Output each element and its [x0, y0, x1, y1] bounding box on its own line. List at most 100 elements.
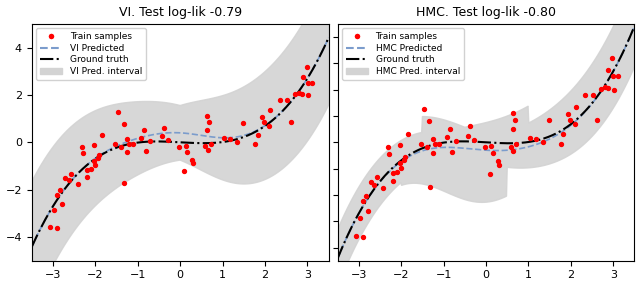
- Train samples: [603, 86, 613, 91]
- Train samples: [388, 170, 398, 175]
- Train samples: [173, 145, 184, 149]
- Train samples: [588, 93, 598, 98]
- Train samples: [89, 143, 99, 147]
- Ground truth: [431, 143, 438, 146]
- Train samples: [307, 81, 317, 85]
- Train samples: [403, 132, 413, 137]
- Train samples: [399, 154, 410, 159]
- Train samples: [297, 92, 307, 96]
- Ground truth: [630, 24, 638, 28]
- Train samples: [202, 114, 212, 119]
- Train samples: [118, 121, 129, 126]
- VI Predicted: [324, 36, 332, 39]
- HMC Predicted: [431, 146, 438, 150]
- Ground truth: [369, 188, 377, 192]
- Train samples: [127, 141, 138, 146]
- Train samples: [484, 172, 495, 176]
- Train samples: [188, 161, 198, 165]
- Ground truth: [324, 36, 332, 39]
- Train samples: [607, 56, 618, 61]
- Train samples: [289, 92, 300, 97]
- Train samples: [415, 142, 426, 147]
- Train samples: [238, 120, 248, 125]
- Line: VI Predicted: VI Predicted: [32, 38, 328, 247]
- Train samples: [538, 140, 548, 144]
- Train samples: [257, 115, 268, 120]
- Train samples: [109, 142, 120, 146]
- Train samples: [563, 112, 573, 117]
- Train samples: [116, 144, 126, 149]
- VI Predicted: [214, 136, 222, 139]
- Train samples: [187, 157, 197, 162]
- Ground truth: [244, 134, 252, 137]
- Train samples: [139, 128, 149, 132]
- VI Predicted: [242, 133, 250, 136]
- Train samples: [351, 234, 361, 239]
- Ground truth: [451, 140, 459, 143]
- Train samples: [395, 143, 405, 148]
- Title: HMC. Test log-lik -0.80: HMC. Test log-lik -0.80: [416, 5, 556, 19]
- Train samples: [93, 153, 104, 157]
- Train samples: [259, 120, 269, 124]
- Train samples: [118, 180, 129, 185]
- Train samples: [383, 145, 394, 150]
- Train samples: [358, 198, 368, 203]
- Train samples: [159, 126, 169, 130]
- Train samples: [493, 163, 504, 168]
- Ground truth: [242, 134, 250, 138]
- Train samples: [250, 141, 260, 146]
- Train samples: [57, 202, 67, 206]
- Train samples: [358, 235, 368, 239]
- Train samples: [580, 93, 591, 98]
- Train samples: [90, 163, 100, 167]
- Title: VI. Test log-lik -0.79: VI. Test log-lik -0.79: [118, 5, 242, 19]
- Train samples: [445, 127, 455, 131]
- Train samples: [124, 142, 134, 146]
- Train samples: [232, 140, 242, 144]
- Train samples: [200, 144, 211, 148]
- Train samples: [525, 135, 535, 140]
- Train samples: [113, 110, 124, 114]
- Train samples: [544, 118, 554, 123]
- Train samples: [396, 165, 406, 170]
- Train samples: [202, 128, 212, 132]
- Legend: Train samples, VI Predicted, Ground truth, VI Pred. interval: Train samples, VI Predicted, Ground trut…: [36, 28, 146, 80]
- Train samples: [286, 120, 296, 124]
- VI Predicted: [244, 132, 252, 136]
- Line: HMC Predicted: HMC Predicted: [338, 26, 634, 259]
- Ground truth: [334, 257, 342, 260]
- Train samples: [378, 186, 388, 191]
- Ground truth: [125, 142, 132, 146]
- Train samples: [264, 123, 275, 128]
- Train samples: [564, 118, 575, 122]
- Train samples: [365, 179, 376, 184]
- VI Predicted: [63, 184, 71, 187]
- Train samples: [363, 208, 373, 213]
- Ground truth: [28, 245, 36, 249]
- Train samples: [82, 167, 92, 172]
- VI Predicted: [125, 140, 132, 143]
- Ground truth: [63, 184, 71, 187]
- Train samples: [592, 118, 602, 122]
- Train samples: [202, 148, 212, 152]
- Train samples: [205, 141, 216, 146]
- Train samples: [63, 178, 74, 183]
- Train samples: [392, 170, 402, 175]
- Train samples: [141, 149, 151, 154]
- Train samples: [463, 133, 473, 138]
- Train samples: [488, 151, 498, 155]
- Train samples: [361, 194, 371, 198]
- Train samples: [77, 150, 88, 155]
- Train samples: [428, 151, 438, 155]
- Train samples: [266, 108, 276, 113]
- Train samples: [163, 138, 173, 143]
- Train samples: [479, 145, 490, 150]
- Train samples: [430, 142, 440, 146]
- HMC Predicted: [520, 146, 528, 150]
- Train samples: [204, 120, 214, 124]
- Train samples: [72, 182, 83, 186]
- VI Predicted: [28, 245, 36, 249]
- Train samples: [493, 159, 503, 164]
- Train samples: [558, 132, 568, 136]
- Ground truth: [520, 141, 528, 144]
